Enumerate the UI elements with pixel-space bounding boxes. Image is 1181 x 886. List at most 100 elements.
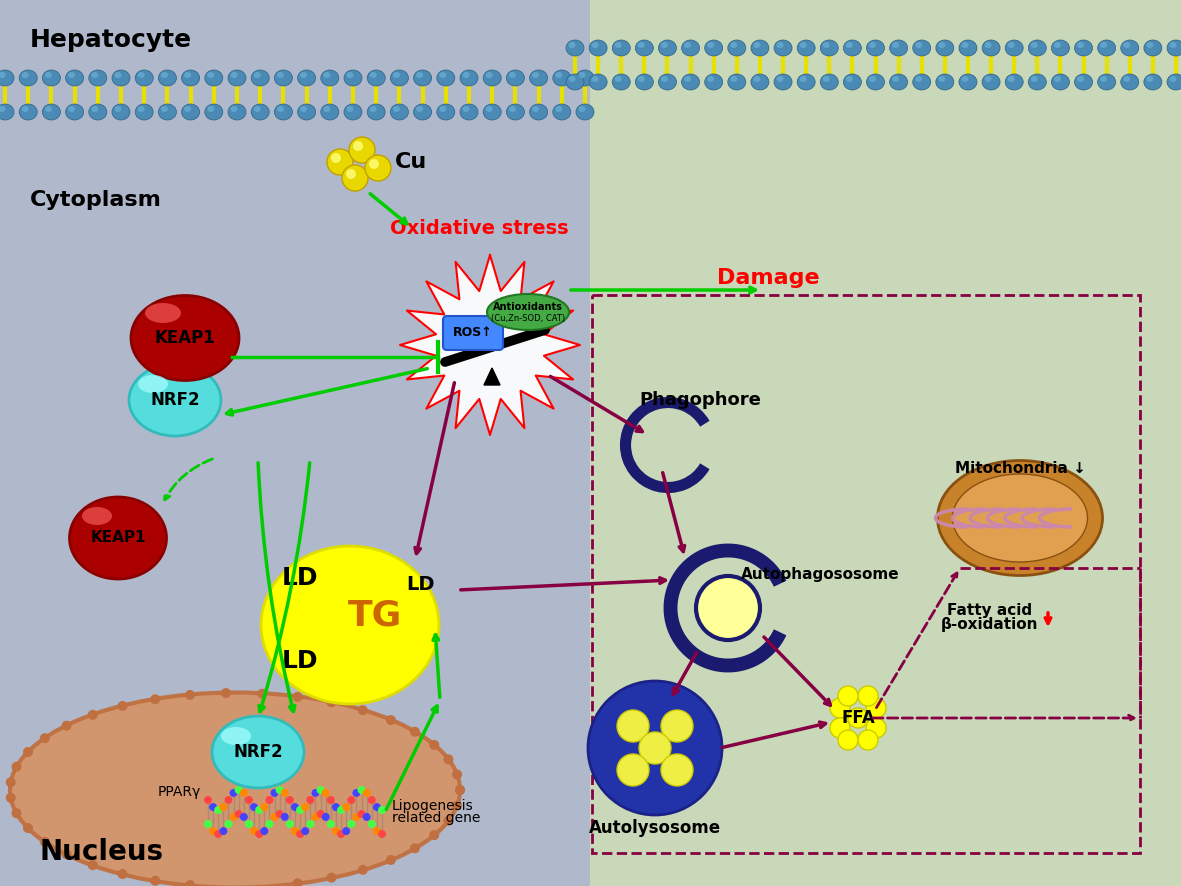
Ellipse shape — [661, 42, 668, 48]
Ellipse shape — [985, 76, 992, 82]
Ellipse shape — [461, 104, 478, 120]
Ellipse shape — [659, 74, 677, 90]
Ellipse shape — [485, 72, 492, 78]
Ellipse shape — [182, 104, 200, 120]
Ellipse shape — [300, 106, 307, 112]
Ellipse shape — [1169, 42, 1176, 48]
Ellipse shape — [751, 74, 769, 90]
Ellipse shape — [204, 104, 223, 120]
Ellipse shape — [892, 42, 899, 48]
Circle shape — [281, 813, 289, 821]
Circle shape — [214, 830, 222, 838]
Ellipse shape — [370, 72, 377, 78]
Circle shape — [250, 827, 259, 835]
Circle shape — [342, 165, 368, 191]
Ellipse shape — [182, 70, 200, 86]
Ellipse shape — [274, 104, 293, 120]
Circle shape — [696, 576, 761, 640]
Ellipse shape — [529, 70, 548, 86]
Circle shape — [240, 813, 248, 821]
Ellipse shape — [1144, 74, 1162, 90]
Circle shape — [220, 827, 228, 835]
Circle shape — [347, 796, 355, 804]
Ellipse shape — [869, 42, 876, 48]
Ellipse shape — [843, 74, 861, 90]
Ellipse shape — [1005, 40, 1023, 56]
Ellipse shape — [89, 70, 106, 86]
Ellipse shape — [66, 104, 84, 120]
Ellipse shape — [579, 72, 586, 78]
Circle shape — [326, 873, 337, 882]
Ellipse shape — [961, 42, 968, 48]
Circle shape — [866, 718, 886, 738]
Circle shape — [367, 796, 376, 804]
Ellipse shape — [869, 76, 876, 82]
Circle shape — [293, 692, 302, 702]
Ellipse shape — [953, 474, 1088, 562]
Circle shape — [866, 698, 886, 718]
Circle shape — [224, 820, 233, 828]
Ellipse shape — [1075, 40, 1092, 56]
Circle shape — [12, 808, 21, 818]
Ellipse shape — [576, 70, 594, 86]
Ellipse shape — [324, 106, 331, 112]
Ellipse shape — [800, 42, 807, 48]
Text: (Cu,Zn-SOD, CAT): (Cu,Zn-SOD, CAT) — [491, 314, 565, 323]
Ellipse shape — [843, 40, 861, 56]
Ellipse shape — [681, 74, 699, 90]
Ellipse shape — [959, 74, 977, 90]
Ellipse shape — [1167, 74, 1181, 90]
Circle shape — [386, 855, 396, 865]
Ellipse shape — [727, 40, 746, 56]
Text: Nucleus: Nucleus — [40, 838, 164, 866]
Ellipse shape — [800, 76, 807, 82]
Circle shape — [317, 786, 325, 794]
Ellipse shape — [846, 76, 853, 82]
Circle shape — [331, 153, 341, 163]
Circle shape — [306, 796, 314, 804]
Ellipse shape — [138, 375, 168, 393]
Circle shape — [337, 806, 345, 814]
Ellipse shape — [1077, 76, 1084, 82]
Circle shape — [327, 820, 335, 828]
Ellipse shape — [777, 76, 783, 82]
Circle shape — [616, 710, 650, 742]
Ellipse shape — [1029, 74, 1046, 90]
Ellipse shape — [321, 70, 339, 86]
Circle shape — [378, 830, 386, 838]
Ellipse shape — [346, 106, 353, 112]
Ellipse shape — [1097, 74, 1116, 90]
Ellipse shape — [115, 72, 122, 78]
Ellipse shape — [391, 70, 409, 86]
Ellipse shape — [276, 106, 283, 112]
Ellipse shape — [867, 40, 885, 56]
Ellipse shape — [1097, 40, 1116, 56]
Ellipse shape — [753, 42, 761, 48]
Ellipse shape — [939, 42, 945, 48]
Circle shape — [312, 813, 320, 821]
Ellipse shape — [19, 70, 37, 86]
Ellipse shape — [344, 70, 363, 86]
Text: Autolysosome: Autolysosome — [589, 819, 722, 837]
Ellipse shape — [324, 72, 331, 78]
Ellipse shape — [439, 106, 446, 112]
Ellipse shape — [228, 104, 246, 120]
Text: Hepatocyte: Hepatocyte — [30, 28, 193, 52]
Text: Autophagososome: Autophagososome — [740, 568, 899, 582]
Circle shape — [286, 820, 294, 828]
Text: Antioxidants: Antioxidants — [492, 302, 563, 312]
Ellipse shape — [463, 106, 470, 112]
Ellipse shape — [529, 104, 548, 120]
Circle shape — [255, 806, 263, 814]
Ellipse shape — [346, 72, 353, 78]
Circle shape — [368, 159, 379, 169]
Circle shape — [839, 730, 859, 750]
Ellipse shape — [846, 42, 853, 48]
Ellipse shape — [553, 70, 570, 86]
Circle shape — [209, 827, 217, 835]
Ellipse shape — [437, 70, 455, 86]
Ellipse shape — [45, 72, 52, 78]
Ellipse shape — [483, 104, 501, 120]
Ellipse shape — [66, 70, 84, 86]
Circle shape — [859, 730, 877, 750]
